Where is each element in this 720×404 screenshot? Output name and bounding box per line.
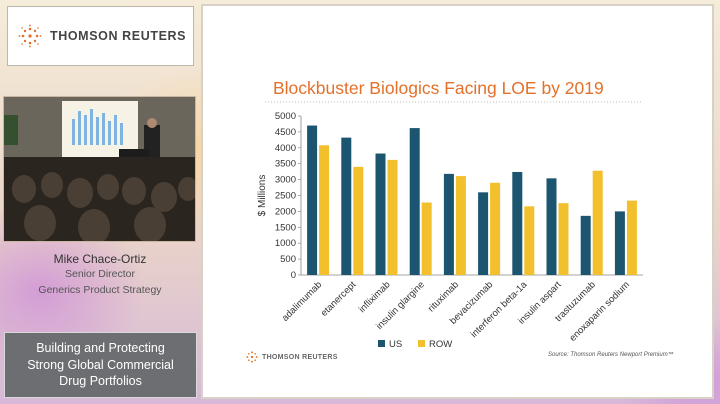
y-tick-label: 1500 [275, 222, 296, 233]
session-title-line: Building and Protecting [36, 341, 165, 356]
slide-logo: THOMSON REUTERS [245, 350, 338, 364]
bar-chart: 0 500 1000 1500 2000 2500 3000 3500 4000 4500 5000… [257, 101, 643, 350]
y-tick-label: 4000 [275, 143, 296, 154]
x-category-label: enoxaparin sodium [567, 279, 632, 344]
thomson-reuters-logo: THOMSON REUTERS [7, 6, 194, 66]
session-title-line: Strong Global Commercial [27, 357, 174, 372]
y-tick-label: 2000 [275, 206, 296, 217]
legend-label-us: US [389, 339, 402, 350]
slide-title: Blockbuster Biologics Facing LOE by 2019 [273, 78, 604, 98]
speaker-name: Mike Chace-Ortiz [53, 252, 147, 266]
bar-row [387, 159, 398, 275]
speaker-title: Senior Director [64, 268, 136, 280]
x-category-label: etanercept [319, 279, 359, 319]
legend-label-row: ROW [429, 339, 452, 350]
slide-logo-text: THOMSON REUTERS [262, 353, 338, 361]
logo-text: THOMSON REUTERS [50, 29, 187, 43]
bar-us [580, 215, 591, 275]
bar-row [490, 182, 501, 275]
y-tick-label: 3500 [275, 159, 296, 170]
bar-row [319, 145, 330, 275]
x-category-label: rituximab [426, 279, 461, 314]
bar-row [558, 203, 569, 275]
bar-us [341, 137, 352, 275]
y-tick-label: 500 [280, 254, 296, 265]
session-title-line: Drug Portfolios [59, 374, 142, 389]
bar-row [353, 166, 364, 275]
bar-us [409, 128, 420, 275]
legend-swatch-us [378, 340, 385, 347]
bar-us [512, 171, 523, 275]
y-tick-label: 1000 [275, 238, 296, 249]
y-tick-label: 2500 [275, 191, 296, 202]
bar-row [455, 176, 466, 275]
thomson-reuters-logo-icon [18, 24, 42, 48]
bar-row [626, 200, 637, 275]
speaker-video[interactable] [3, 96, 196, 242]
bar-us [546, 178, 557, 275]
y-tick-label: 4500 [275, 127, 296, 138]
bar-row [524, 206, 535, 275]
session-title: Building and Protecting Strong Global Co… [4, 332, 197, 398]
bar-us [614, 211, 625, 275]
speaker-department: Generics Product Strategy [38, 284, 162, 296]
y-axis-label: $ Millions [257, 175, 268, 217]
video-frame [4, 97, 195, 241]
bar-us [375, 153, 386, 275]
thomson-reuters-small-icon [246, 351, 258, 363]
y-tick-label: 5000 [275, 111, 296, 122]
bar-row [421, 202, 432, 275]
bar-us [307, 125, 318, 275]
slide: Blockbuster Biologics Facing LOE by 2019… [201, 4, 714, 399]
source-note: Source: Thomson Reuters Newport Premium™ [548, 352, 674, 358]
bar-us [443, 173, 454, 275]
bar-row [592, 170, 603, 275]
y-tick-label: 3000 [275, 175, 296, 186]
y-tick-label: 0 [291, 270, 296, 281]
x-category-label: adalimumab [280, 279, 324, 323]
bar-us [478, 192, 489, 275]
legend-swatch-row [418, 340, 425, 347]
